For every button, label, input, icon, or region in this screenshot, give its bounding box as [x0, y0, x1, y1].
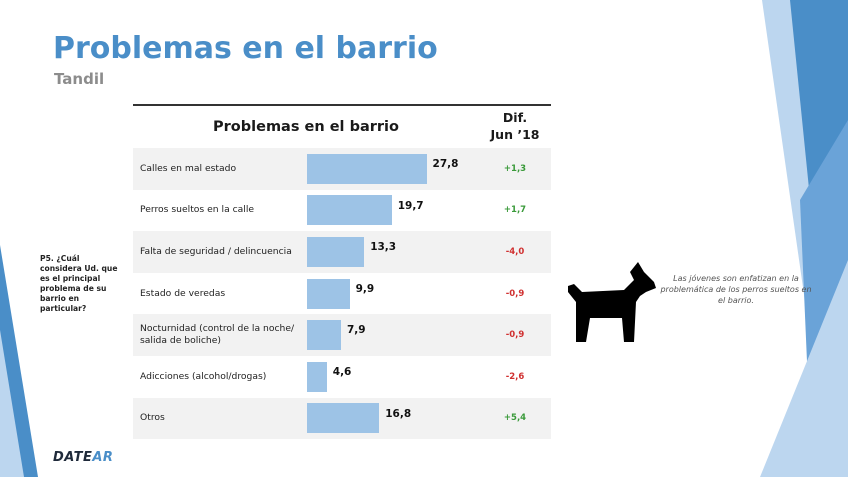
bar-value-label: 19,7	[397, 199, 424, 212]
dif-value: -2,6	[505, 371, 525, 382]
bar-area: 27,8	[307, 148, 479, 190]
bar-area: 13,3	[307, 231, 479, 273]
page-subtitle: Tandil	[54, 70, 105, 88]
table-row: Estado de veredas 9,9 -0,9	[133, 273, 551, 315]
bar-value-label: 4,6	[332, 366, 352, 378]
category-label: Otros	[140, 398, 305, 440]
dif-value: -0,9	[505, 330, 525, 341]
category-label-line: salida de boliche)	[140, 335, 221, 347]
bar	[307, 320, 341, 351]
bar	[307, 236, 365, 267]
dog-icon	[568, 262, 656, 342]
problems-table: Problemas en el barrio Dif. Jun ’18 Call…	[133, 104, 551, 440]
bar	[307, 361, 327, 392]
bar-value-label: 13,3	[370, 241, 397, 254]
dif-header: Dif. Jun ’18	[479, 109, 551, 143]
category-label: Falta de seguridad / delincuencia	[140, 231, 305, 273]
bar-area: 7,9	[307, 314, 479, 356]
category-label-line: Nocturnidad (control de la noche/	[140, 323, 295, 335]
table-row: Otros 16,8 +5,4	[133, 397, 551, 440]
bar-area: 4,6	[307, 356, 479, 398]
bar-value-label: 16,8	[385, 407, 412, 420]
bar	[307, 153, 427, 184]
bar-area: 16,8	[307, 398, 479, 440]
dif-header-line-2: Jun ’18	[490, 127, 540, 142]
bar	[307, 195, 392, 226]
insight-note: Las jóvenes son enfatizan en la problemá…	[660, 274, 812, 305]
table-row: Perros sueltos en la calle 19,7 +1,7	[133, 190, 551, 232]
category-label: Nocturnidad (control de la noche/salida …	[140, 314, 305, 356]
category-label-line: Perros sueltos en la calle	[140, 204, 255, 216]
chart-title: Problemas en el barrio	[213, 119, 399, 135]
table-row: Adicciones (alcohol/drogas) 4,6 -2,6	[133, 356, 551, 398]
category-label: Perros sueltos en la calle	[140, 190, 305, 232]
table-row: Nocturnidad (control de la noche/salida …	[133, 314, 551, 356]
table-row: Falta de seguridad / delincuencia 13,3 -4,…	[133, 231, 551, 273]
category-label: Adicciones (alcohol/drogas)	[140, 356, 305, 398]
table-header: Problemas en el barrio Dif. Jun ’18	[133, 106, 551, 149]
dif-header-line-1: Dif.	[502, 110, 528, 125]
category-label-line: Falta de seguridad / delincuencia	[140, 245, 292, 257]
bar-value-label: 7,9	[346, 324, 366, 337]
page-title: Problemas en el barrio	[53, 31, 438, 66]
category-label-line: Calles en mal estado	[140, 162, 237, 174]
bar-area: 9,9	[307, 273, 479, 315]
bar-value-label: 27,8	[432, 158, 459, 170]
category-label-line: Adicciones (alcohol/drogas)	[140, 370, 267, 382]
dif-value: +1,3	[503, 163, 527, 174]
category-label-line: Otros	[140, 412, 165, 424]
dif-value: -4,0	[505, 246, 525, 257]
survey-question: P5. ¿Cuál considera Ud. que es el princi…	[40, 254, 118, 313]
category-label: Estado de veredas	[140, 273, 305, 315]
bar-area: 19,7	[307, 190, 479, 232]
bar	[307, 403, 380, 434]
dif-value: -0,9	[505, 288, 525, 299]
bar-value-label: 9,9	[355, 282, 375, 295]
dif-value: +5,4	[503, 413, 527, 424]
table-row: Calles en mal estado 27,8 +1,3	[133, 148, 551, 190]
datear-logo: DATEAR	[53, 450, 114, 465]
bar	[307, 278, 350, 309]
dif-value: +1,7	[503, 205, 527, 216]
category-label: Calles en mal estado	[140, 148, 305, 190]
category-label-line: Estado de veredas	[140, 287, 226, 299]
